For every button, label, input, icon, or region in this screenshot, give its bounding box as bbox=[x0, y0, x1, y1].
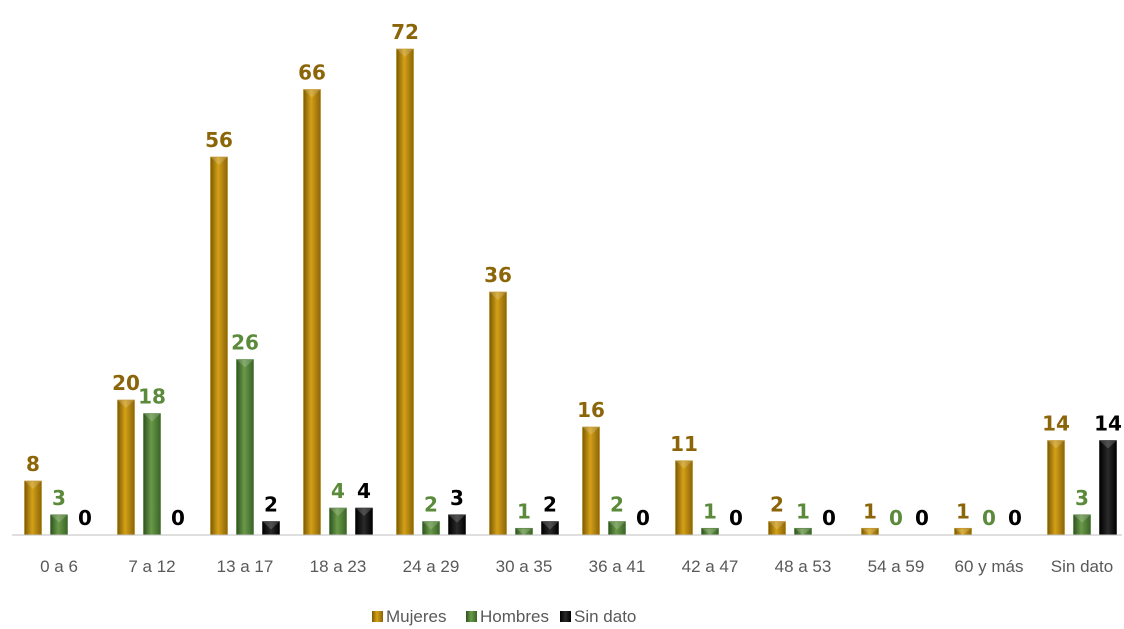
data-label-mujeres: 1 bbox=[863, 499, 877, 523]
data-label-mujeres: 72 bbox=[391, 20, 419, 44]
data-label-mujeres: 2 bbox=[770, 493, 784, 517]
data-label-mujeres: 66 bbox=[298, 61, 326, 85]
data-label-hombres: 0 bbox=[982, 506, 996, 530]
legend-swatch-hombres bbox=[466, 611, 477, 622]
bar-bevel bbox=[422, 521, 440, 530]
category-label: 54 a 59 bbox=[868, 557, 925, 576]
bar-mujeres bbox=[582, 426, 600, 536]
bar-bevel bbox=[1047, 440, 1065, 449]
bar-bevel bbox=[675, 460, 693, 469]
data-label-sin-dato: 0 bbox=[636, 506, 650, 530]
bar-bevel bbox=[954, 528, 972, 535]
bar-bevel bbox=[582, 427, 600, 435]
category-label: 30 a 35 bbox=[496, 557, 553, 576]
category-label: 24 a 29 bbox=[403, 557, 460, 576]
bar-sin-dato bbox=[1099, 440, 1117, 536]
data-label-sin-dato: 14 bbox=[1094, 412, 1122, 436]
data-label-hombres: 2 bbox=[424, 493, 438, 517]
bar-bevel bbox=[1099, 440, 1117, 449]
bar-bevel bbox=[396, 49, 414, 57]
legend-label-hombres: Hombres bbox=[480, 607, 549, 626]
data-label-hombres: 1 bbox=[796, 499, 810, 523]
data-label-mujeres: 56 bbox=[205, 128, 233, 152]
bar-mujeres bbox=[210, 156, 228, 536]
category-label: 48 a 53 bbox=[775, 557, 832, 576]
data-label-hombres: 1 bbox=[703, 499, 717, 523]
data-label-mujeres: 11 bbox=[670, 432, 698, 456]
bar-bevel bbox=[117, 400, 135, 408]
category-label: 13 a 17 bbox=[217, 557, 274, 576]
data-label-mujeres: 1 bbox=[956, 499, 970, 523]
bar-bevel bbox=[143, 413, 161, 422]
data-label-hombres: 18 bbox=[138, 385, 166, 409]
bar-mujeres bbox=[117, 399, 135, 536]
bar-bevel bbox=[329, 508, 347, 516]
category-label: 0 a 6 bbox=[40, 557, 78, 576]
bar-bevel bbox=[794, 528, 812, 535]
data-label-sin-dato: 4 bbox=[357, 479, 371, 503]
data-label-sin-dato: 3 bbox=[450, 486, 464, 510]
data-label-mujeres: 20 bbox=[112, 371, 140, 395]
data-label-sin-dato: 0 bbox=[822, 506, 836, 530]
bar-bevel bbox=[489, 292, 507, 300]
bar-mujeres bbox=[1047, 440, 1065, 536]
data-label-sin-dato: 0 bbox=[915, 506, 929, 530]
data-label-sin-dato: 0 bbox=[78, 506, 92, 530]
legend-label-sin-dato: Sin dato bbox=[574, 607, 636, 626]
bar-bevel bbox=[861, 528, 879, 535]
category-labels: 0 a 6 7 a 12 13 a 17 18 a 23 24 a 29 30 a 35 3… bbox=[40, 557, 1113, 576]
category-label: 36 a 41 bbox=[589, 557, 646, 576]
category-label: 7 a 12 bbox=[128, 557, 175, 576]
bars-group bbox=[24, 48, 1117, 536]
bar-mujeres bbox=[24, 480, 42, 536]
data-label-hombres: 0 bbox=[889, 506, 903, 530]
bar-bevel bbox=[262, 521, 280, 530]
bar-mujeres bbox=[303, 89, 321, 536]
data-label-mujeres: 36 bbox=[484, 263, 512, 287]
bar-bevel bbox=[448, 514, 466, 523]
data-label-hombres: 3 bbox=[1075, 486, 1089, 510]
bar-bevel bbox=[236, 359, 254, 368]
data-label-hombres: 26 bbox=[231, 331, 259, 355]
bar-mujeres bbox=[396, 48, 414, 536]
legend: Mujeres Hombres Sin dato bbox=[372, 607, 636, 626]
data-label-sin-dato: 0 bbox=[1008, 506, 1022, 530]
bar-bevel bbox=[50, 514, 68, 523]
category-label: 42 a 47 bbox=[682, 557, 739, 576]
bar-bevel bbox=[210, 157, 228, 165]
legend-label-mujeres: Mujeres bbox=[386, 607, 446, 626]
bar-bevel bbox=[1073, 514, 1091, 523]
data-label-hombres: 1 bbox=[517, 499, 531, 523]
data-label-sin-dato: 2 bbox=[264, 493, 278, 517]
data-label-mujeres: 16 bbox=[577, 398, 605, 422]
data-label-mujeres: 8 bbox=[26, 452, 40, 476]
category-label: 60 y más bbox=[955, 557, 1024, 576]
bar-bevel bbox=[515, 528, 533, 535]
bar-bevel bbox=[608, 521, 626, 530]
bar-mujeres bbox=[489, 291, 507, 536]
data-label-sin-dato: 0 bbox=[171, 506, 185, 530]
data-label-hombres: 4 bbox=[331, 479, 345, 503]
bar-hombres bbox=[236, 359, 254, 536]
data-label-hombres: 2 bbox=[610, 493, 624, 517]
bar-bevel bbox=[541, 521, 559, 530]
legend-swatch-sin-dato bbox=[560, 611, 571, 622]
bar-bevel bbox=[24, 481, 42, 489]
bar-bevel bbox=[768, 521, 786, 530]
category-label: 18 a 23 bbox=[310, 557, 367, 576]
bar-bevel bbox=[303, 89, 321, 98]
bar-mujeres bbox=[675, 460, 693, 536]
legend-swatch-mujeres bbox=[372, 611, 383, 622]
bar-hombres bbox=[143, 413, 161, 536]
data-label-sin-dato: 0 bbox=[729, 506, 743, 530]
bar-bevel bbox=[701, 528, 719, 535]
bar-bevel bbox=[355, 508, 373, 516]
data-label-sin-dato: 2 bbox=[543, 493, 557, 517]
data-label-mujeres: 14 bbox=[1042, 412, 1070, 436]
category-label: Sin dato bbox=[1051, 557, 1113, 576]
data-label-hombres: 3 bbox=[52, 486, 66, 510]
